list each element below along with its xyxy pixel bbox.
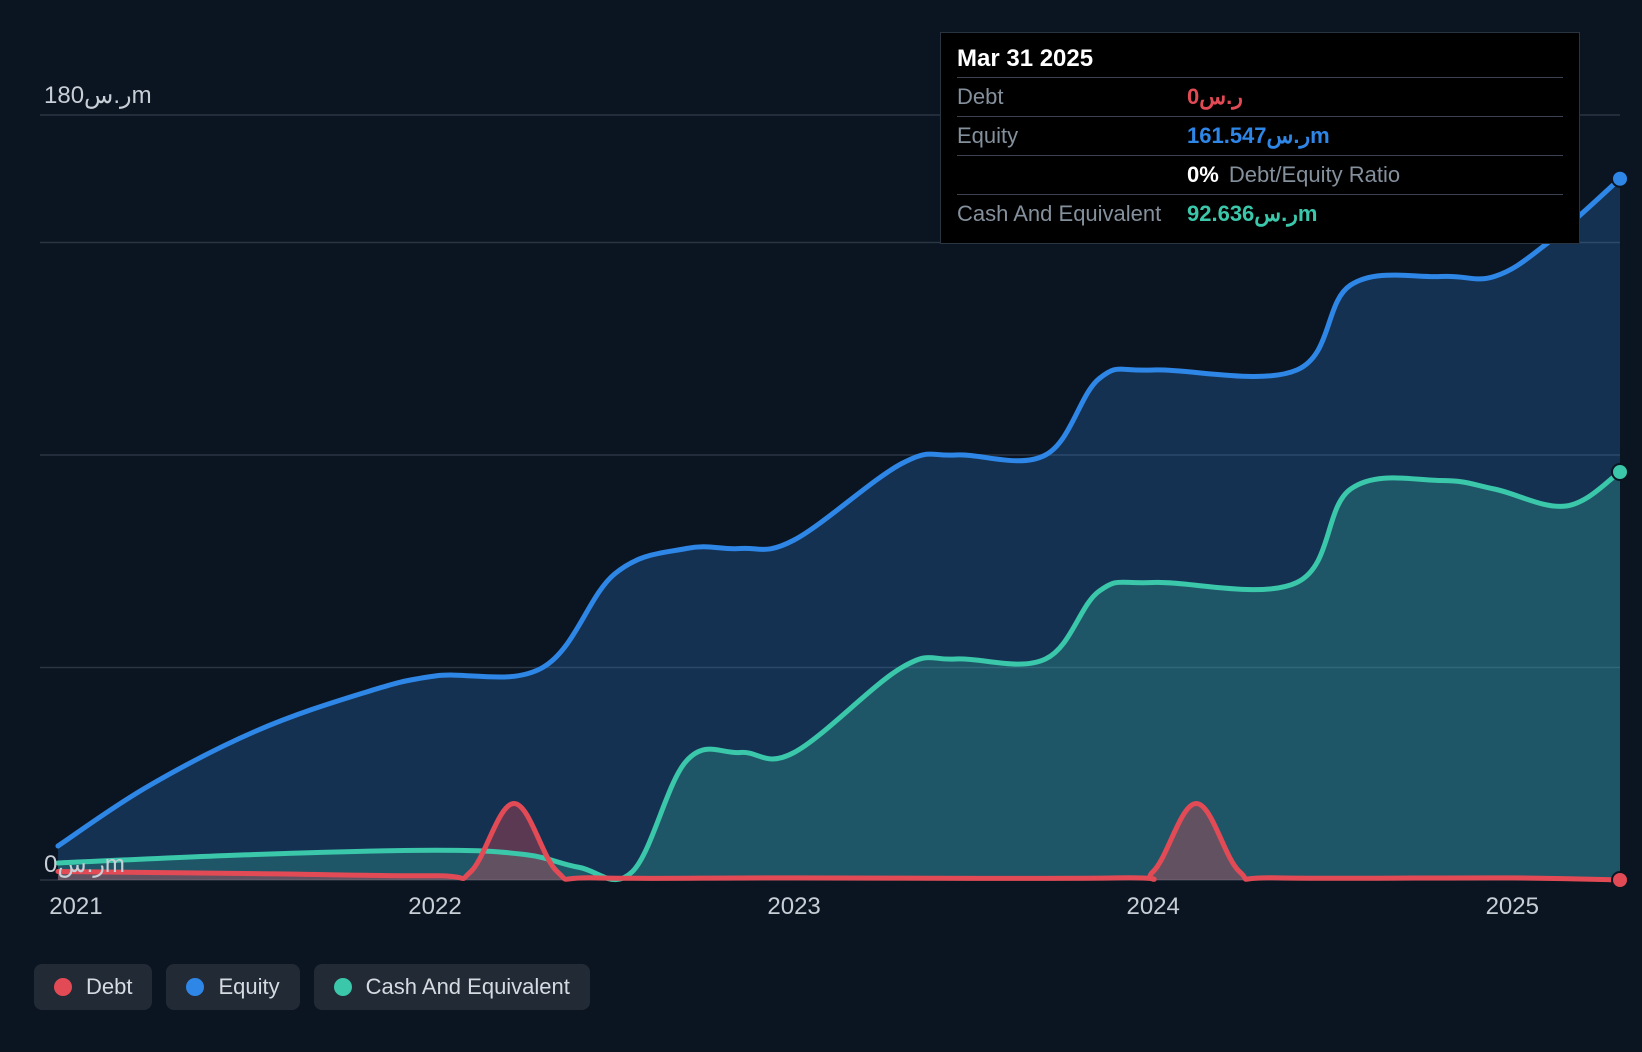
tooltip-row-equity: Equity 161.547ر.سm (957, 116, 1563, 155)
legend-item-debt[interactable]: Debt (34, 964, 152, 1010)
tooltip-label: Cash And Equivalent (957, 201, 1187, 227)
y-axis-label-0: 0ر.سm (44, 850, 125, 879)
tooltip-label: Equity (957, 123, 1187, 149)
legend-label: Cash And Equivalent (366, 974, 570, 1000)
legend-dot-icon (54, 978, 72, 996)
tooltip-value: 0ر.س (1187, 84, 1243, 110)
y-axis-label-180: 180ر.سm (44, 81, 152, 110)
svg-text:2025: 2025 (1486, 893, 1539, 920)
tooltip-value: 0% Debt/Equity Ratio (1187, 162, 1400, 188)
legend-item-equity[interactable]: Equity (166, 964, 299, 1010)
legend-dot-icon (334, 978, 352, 996)
tooltip-row-debt: Debt 0ر.س (957, 77, 1563, 116)
legend-label: Equity (218, 974, 279, 1000)
legend-label: Debt (86, 974, 132, 1000)
tooltip-ratio-value: 0% (1187, 162, 1219, 187)
svg-text:2024: 2024 (1126, 893, 1179, 920)
financial-chart: 2021 2022 2023 2024 2025 180ر.سm 0ر.سm Mar 3… (0, 0, 1642, 1052)
svg-text:2021: 2021 (49, 893, 102, 920)
chart-tooltip: Mar 31 2025 Debt 0ر.س Equity 161.547ر.سm… (940, 32, 1580, 244)
chart-legend: Debt Equity Cash And Equivalent (34, 964, 590, 1010)
tooltip-value: 92.636ر.سm (1187, 201, 1317, 227)
tooltip-label: Debt (957, 84, 1187, 110)
tooltip-row-ratio: 0% Debt/Equity Ratio (957, 155, 1563, 194)
tooltip-value: 161.547ر.سm (1187, 123, 1330, 149)
svg-text:2023: 2023 (767, 893, 820, 920)
tooltip-label (957, 162, 1187, 188)
legend-item-cash[interactable]: Cash And Equivalent (314, 964, 590, 1010)
tooltip-row-cash: Cash And Equivalent 92.636ر.سm (957, 194, 1563, 233)
tooltip-ratio-suffix: Debt/Equity Ratio (1229, 162, 1400, 187)
legend-dot-icon (186, 978, 204, 996)
svg-text:2022: 2022 (408, 893, 461, 920)
tooltip-date: Mar 31 2025 (957, 45, 1563, 73)
